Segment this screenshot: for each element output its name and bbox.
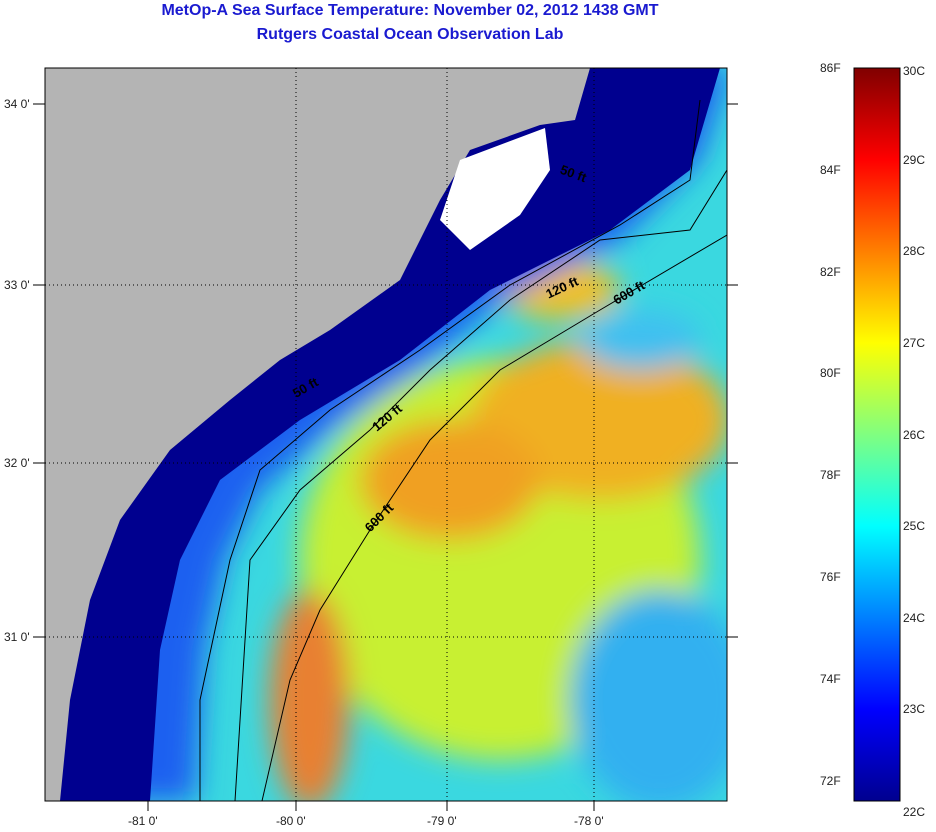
map-subtitle: Rutgers Coastal Ocean Observation Lab (256, 26, 564, 43)
colorbar-fahrenheit-label: 80F (820, 366, 841, 381)
colorbar (853, 67, 901, 802)
colorbar-celsius-label: 28C (903, 244, 926, 259)
colorbar-celsius-label: 30C (903, 64, 926, 78)
colorbar-celsius-label: 26C (903, 427, 926, 442)
lon-tick-label: -80 0' (276, 814, 306, 828)
colorbar-fahrenheit-label: 82F (820, 264, 841, 279)
colorbar-fahrenheit-label: 84F (820, 162, 841, 177)
lat-tick-label: 33 0' (4, 278, 30, 292)
colorbar-fahrenheit-label: 74F (820, 671, 841, 686)
axis-ticks (33, 103, 738, 811)
lon-tick-label: -79 0' (427, 814, 457, 828)
contour-120ft (234, 169, 727, 801)
graticule (45, 68, 727, 801)
contour-600ft (261, 234, 727, 801)
lat-tick-label: 34 0' (4, 97, 30, 111)
colorbar-celsius-label: 25C (903, 519, 926, 534)
colorbar-fahrenheit-label: 86F (820, 61, 841, 75)
colorbar-celsius-label: 23C (903, 702, 926, 717)
colorbar-fahrenheit-label: 72F (820, 773, 841, 788)
lat-tick-label: 32 0' (4, 456, 30, 470)
cloud-mask (440, 128, 550, 250)
colorbar-fahrenheit-label: 78F (820, 468, 841, 483)
lon-tick-label: -81 0' (128, 814, 158, 828)
land (45, 68, 590, 801)
colorbar-celsius-label: 29C (903, 152, 926, 167)
lon-tick-label: -78 0' (574, 814, 604, 828)
colorbar-fahrenheit-label: 76F (820, 570, 841, 585)
colorbar-celsius-label: 22C (903, 805, 926, 819)
contour-50ft (199, 99, 701, 801)
map-title: MetOp-A Sea Surface Temperature: Novembe… (161, 2, 659, 19)
lat-tick-label: 31 0' (4, 630, 30, 644)
colorbar-celsius-label: 27C (903, 335, 926, 350)
colorbar-celsius-label: 24C (903, 610, 926, 625)
